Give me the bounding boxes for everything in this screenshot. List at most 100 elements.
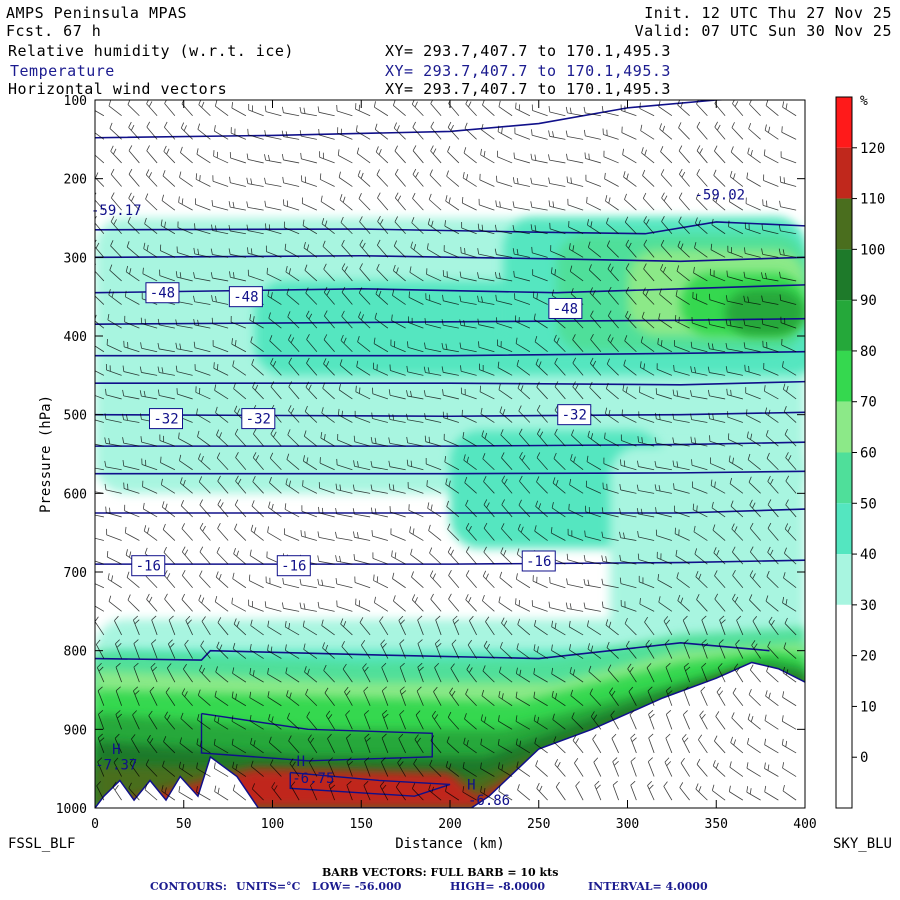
wind-barb — [231, 597, 247, 612]
wind-barb — [762, 340, 779, 353]
wind-barb — [159, 269, 176, 282]
wind-barb — [513, 270, 530, 282]
wind-barb — [299, 602, 317, 612]
wind-barb — [764, 407, 779, 423]
wind-barb — [746, 431, 761, 447]
wind-barb — [213, 150, 229, 164]
wind-barb — [228, 224, 246, 235]
wind-barb — [551, 644, 566, 659]
wind-barb — [448, 593, 460, 612]
wind-barb — [131, 734, 140, 754]
wind-barb — [354, 576, 371, 589]
wind-barb — [568, 620, 584, 636]
wind-barb — [639, 598, 655, 612]
wind-barb — [123, 482, 140, 494]
wind-barb — [393, 240, 406, 258]
wind-barb — [748, 122, 761, 140]
colorbar-segment — [836, 604, 852, 656]
wind-barb — [281, 153, 300, 164]
wind-barb — [620, 599, 637, 612]
wind-barb — [442, 389, 459, 400]
wind-barb — [549, 222, 566, 235]
wind-barb — [709, 293, 726, 305]
wind-barb — [695, 193, 708, 211]
wind-barb — [745, 197, 761, 211]
wind-barb — [289, 758, 300, 777]
wind-barb — [353, 531, 371, 541]
wind-barb — [647, 757, 655, 777]
wind-barb — [199, 499, 211, 518]
wind-barb — [214, 690, 229, 707]
wind-barb — [499, 666, 513, 683]
wind-barb — [592, 734, 602, 754]
wind-barb — [483, 476, 495, 494]
contour-label-box — [228, 286, 263, 308]
wind-barb — [642, 287, 655, 305]
wind-barb — [288, 405, 300, 423]
wind-barb — [416, 686, 424, 706]
wind-barb — [95, 639, 105, 659]
wind-barb — [142, 480, 158, 494]
wind-barb — [175, 365, 193, 376]
wind-barb — [145, 193, 158, 211]
wind-barb — [512, 177, 530, 187]
wind-barb — [411, 217, 424, 235]
wind-barb — [585, 480, 602, 494]
wind-barb — [281, 602, 300, 612]
wind-barb — [483, 522, 495, 541]
wind-barb — [498, 596, 513, 612]
wind-barb — [515, 738, 531, 754]
wind-barb — [340, 216, 353, 235]
wind-barb — [571, 712, 584, 730]
wind-barb — [357, 335, 371, 353]
wind-barb — [553, 736, 566, 754]
wind-barb — [374, 123, 389, 140]
wind-barb — [699, 710, 708, 730]
wind-barb — [764, 738, 779, 754]
wind-barb — [146, 593, 158, 612]
wind-barb — [268, 501, 282, 518]
wind-barb — [210, 272, 229, 282]
wind-barb — [160, 478, 176, 494]
wind-barb — [268, 736, 282, 754]
wind-barb — [447, 546, 460, 565]
wind-barb — [232, 784, 247, 801]
wind-barb — [745, 409, 761, 423]
wind-barb — [532, 269, 548, 282]
wind-barb — [585, 505, 602, 518]
wind-barb — [707, 366, 726, 376]
wind-barb — [515, 691, 531, 707]
wind-barb — [701, 662, 708, 683]
wind-barb — [696, 121, 708, 140]
wind-barb — [709, 435, 726, 447]
wind-barb — [636, 484, 655, 494]
wind-barb — [357, 170, 371, 187]
wind-barb — [339, 194, 353, 211]
wind-barb — [195, 173, 211, 187]
field-label-temperature: Temperature — [10, 62, 115, 80]
colorbar-label: 90 — [860, 293, 877, 309]
wind-barb — [217, 617, 229, 636]
wind-barb — [657, 338, 673, 353]
wind-barb — [215, 406, 229, 423]
wind-barb — [778, 224, 797, 235]
wind-barb — [512, 224, 530, 235]
wind-barb — [566, 176, 584, 187]
wind-barb — [307, 734, 318, 754]
wind-barb — [497, 715, 513, 730]
x-tick-label: 300 — [616, 817, 639, 832]
wind-barb — [341, 239, 353, 258]
wind-barb — [518, 499, 531, 518]
wind-barb — [304, 405, 318, 423]
wind-barb — [184, 639, 193, 659]
wind-barb — [464, 476, 477, 494]
wind-barb — [768, 616, 779, 636]
colorbar-segment — [836, 554, 852, 605]
wind-barb — [496, 317, 513, 329]
wind-barb — [515, 598, 531, 612]
wind-barb — [624, 216, 637, 235]
wind-barb — [477, 223, 495, 235]
wind-barb — [214, 100, 229, 117]
wind-barb — [355, 125, 371, 140]
wind-barb — [782, 762, 797, 777]
